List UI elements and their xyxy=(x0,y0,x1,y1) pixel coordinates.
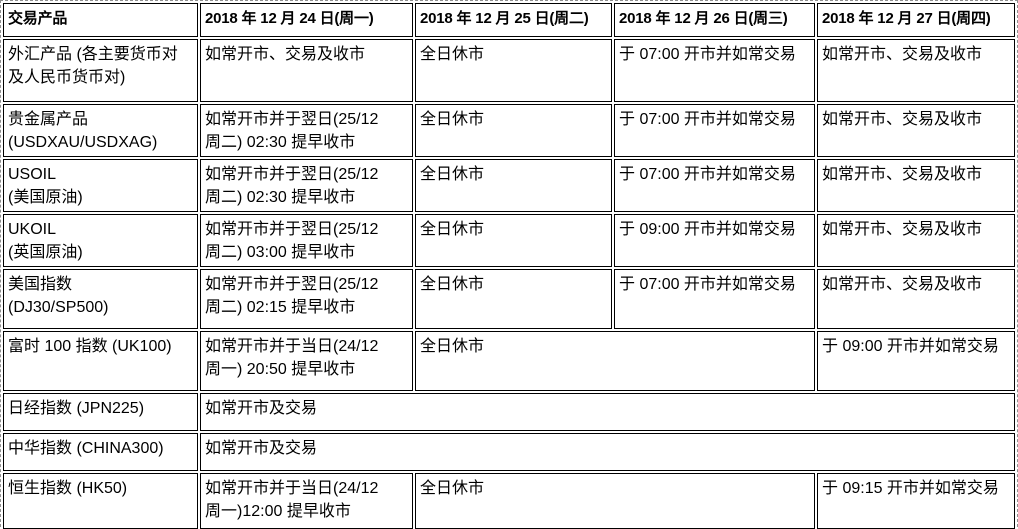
header-cell: 2018 年 12 月 24 日(周一) xyxy=(200,3,413,37)
schedule-cell: 如常开市、交易及收市 xyxy=(817,214,1015,267)
schedule-cell: 于 09:15 开市并如常交易 xyxy=(817,473,1015,529)
schedule-cell: 如常开市并于翌日(25/12 周二) 02:30 提早收市 xyxy=(200,159,413,212)
schedule-cell: 如常开市、交易及收市 xyxy=(200,39,413,102)
schedule-cell: 如常开市、交易及收市 xyxy=(817,159,1015,212)
schedule-cell: 如常开市、交易及收市 xyxy=(817,104,1015,157)
table-row: 外汇产品 (各主要货币对 及人民币货币对) 如常开市、交易及收市 全日休市于 07:… xyxy=(3,39,1015,102)
product-cell: 富时 100 指数 (UK100) xyxy=(3,331,198,391)
schedule-cell: 如常开市及交易 xyxy=(200,433,1015,471)
schedule-cell: 如常开市及交易 xyxy=(200,393,1015,431)
schedule-cell: 于 09:00 开市并如常交易 xyxy=(817,331,1015,391)
product-cell: 日经指数 (JPN225) xyxy=(3,393,198,431)
table-row: 贵金属产品 (USDXAU/USDXAG) 如常开市并于翌日(25/12 周二) … xyxy=(3,104,1015,157)
header-cell: 2018 年 12 月 25 日(周二) xyxy=(415,3,612,37)
schedule-cell: 如常开市、交易及收市 xyxy=(817,39,1015,102)
schedule-cell: 全日休市 xyxy=(415,331,815,391)
product-cell: 贵金属产品 (USDXAU/USDXAG) xyxy=(3,104,198,157)
schedule-cell: 于 09:00 开市并如常交易 xyxy=(614,214,815,267)
schedule-cell: 于 07:00 开市并如常交易 xyxy=(614,39,815,102)
table-row: 恒生指数 (HK50) 如常开市并于当日(24/12 周一)12:00 提早收市全… xyxy=(3,473,1015,529)
schedule-cell: 全日休市 xyxy=(415,269,612,329)
product-cell: 中华指数 (CHINA300) xyxy=(3,433,198,471)
table-header-row: 交易产品 2018 年 12 月 24 日(周一) 2018 年 12 月 25 日… xyxy=(3,3,1015,37)
schedule-cell: 如常开市并于翌日(25/12 周二) 03:00 提早收市 xyxy=(200,214,413,267)
schedule-cell: 于 07:00 开市并如常交易 xyxy=(614,159,815,212)
schedule-cell: 全日休市 xyxy=(415,473,815,529)
schedule-cell: 如常开市、交易及收市 xyxy=(817,269,1015,329)
header-cell: 2018 年 12 月 27 日(周四) xyxy=(817,3,1015,37)
product-cell: USOIL (美国原油) xyxy=(3,159,198,212)
schedule-cell: 于 07:00 开市并如常交易 xyxy=(614,104,815,157)
table-row: USOIL (美国原油) 如常开市并于翌日(25/12 周二) 02:30 提早收… xyxy=(3,159,1015,212)
product-cell: 美国指数 (DJ30/SP500) xyxy=(3,269,198,329)
header-cell: 2018 年 12 月 26 日(周三) xyxy=(614,3,815,37)
schedule-cell: 于 07:00 开市并如常交易 xyxy=(614,269,815,329)
product-cell: 恒生指数 (HK50) xyxy=(3,473,198,529)
product-cell: UKOIL (英国原油) xyxy=(3,214,198,267)
schedule-cell: 全日休市 xyxy=(415,214,612,267)
table-row: 日经指数 (JPN225) 如常开市及交易 xyxy=(3,393,1015,431)
schedule-cell: 全日休市 xyxy=(415,39,612,102)
product-cell: 外汇产品 (各主要货币对 及人民币货币对) xyxy=(3,39,198,102)
schedule-cell: 如常开市并于翌日(25/12 周二) 02:30 提早收市 xyxy=(200,104,413,157)
table-row: 富时 100 指数 (UK100) 如常开市并于当日(24/12 周一) 20:5… xyxy=(3,331,1015,391)
header-cell: 交易产品 xyxy=(3,3,198,37)
table-row: 美国指数 (DJ30/SP500) 如常开市并于翌日(25/12 周二) 02:1… xyxy=(3,269,1015,329)
schedule-cell: 如常开市并于翌日(25/12 周二) 02:15 提早收市 xyxy=(200,269,413,329)
table-row: 中华指数 (CHINA300) 如常开市及交易 xyxy=(3,433,1015,471)
schedule-cell: 全日休市 xyxy=(415,159,612,212)
schedule-cell: 如常开市并于当日(24/12 周一)12:00 提早收市 xyxy=(200,473,413,529)
schedule-cell: 如常开市并于当日(24/12 周一) 20:50 提早收市 xyxy=(200,331,413,391)
schedule-cell: 全日休市 xyxy=(415,104,612,157)
table-row: UKOIL (英国原油) 如常开市并于翌日(25/12 周二) 03:00 提早收… xyxy=(3,214,1015,267)
